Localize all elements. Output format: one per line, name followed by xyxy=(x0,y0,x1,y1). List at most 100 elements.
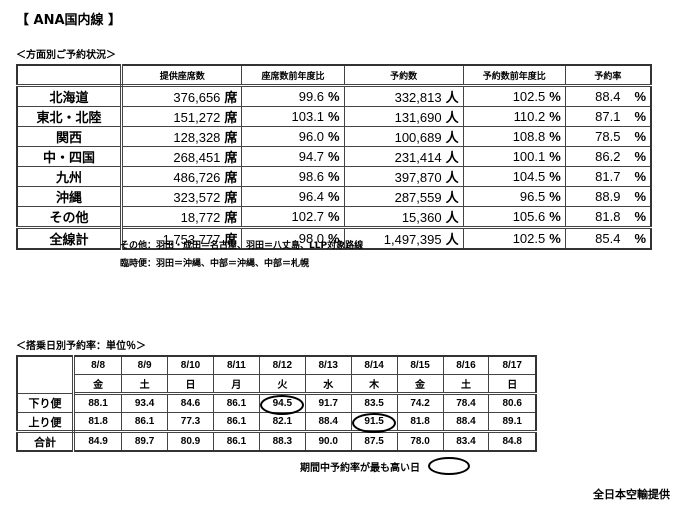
date-cell: 8/8 xyxy=(72,355,123,375)
value: 98.6 xyxy=(298,169,325,184)
value: 83.4 xyxy=(456,436,476,447)
unit: 人 xyxy=(445,150,459,165)
rate-cell: 84.8 xyxy=(488,431,537,452)
value: 397,870 xyxy=(394,170,442,185)
daily-booking-rate-table: 8/8 8/9 8/10 8/11 8/12 8/13 8/14 8/15 8/16 8/17 金土… xyxy=(16,355,537,452)
cell-bookings: 15,360 人 xyxy=(343,206,464,228)
value: 104.5 xyxy=(512,169,546,184)
value: 84.6 xyxy=(180,398,201,409)
value: 89.7 xyxy=(134,436,155,447)
unit: % xyxy=(634,169,646,184)
value: 99.6 xyxy=(298,89,325,104)
value: 102.5 xyxy=(512,231,546,246)
cell-bookings: 332,813 人 xyxy=(343,85,464,107)
region-name: その他 xyxy=(16,206,123,228)
cell-seats: 268,451 席 xyxy=(120,146,243,167)
cell-rate: 86.2% xyxy=(564,146,652,167)
cell-seat_yoy: 98.0% xyxy=(241,226,345,250)
value: 88.4 xyxy=(318,416,338,427)
unit: % xyxy=(328,169,340,184)
value: 84.8 xyxy=(502,436,522,447)
weekday-cell: 土 xyxy=(121,374,169,395)
cell-bookings: 131,690 人 xyxy=(343,106,464,127)
value: 88.9 xyxy=(595,189,621,204)
value: 82.1 xyxy=(272,416,293,427)
rate-cell: 88.1 xyxy=(72,393,123,413)
date-cell: 8/12 xyxy=(258,355,306,375)
value: 376,656 xyxy=(173,90,221,105)
unit: % xyxy=(328,149,340,164)
unit: 席 xyxy=(224,130,238,145)
value: 108.8 xyxy=(512,129,546,144)
value: 81.8 xyxy=(595,209,621,224)
cell-seats: 323,572 席 xyxy=(120,186,243,207)
region-name: 北海道 xyxy=(16,85,123,107)
unit: % xyxy=(328,129,340,144)
unit: 席 xyxy=(224,110,238,125)
value: 80.9 xyxy=(180,436,201,447)
cell-seat_yoy: 94.7% xyxy=(241,146,345,167)
value: 88.4 xyxy=(456,416,476,427)
table-row: 合計 84.9 89.7 80.9 86.1 88.3 90.0 87.5 78.0 83.4 84… xyxy=(16,431,537,452)
table-row: 全線計 1,753,777 席 98.0% 1,497,395 人 102.5% 85.4% xyxy=(16,226,652,250)
rate-cell: 81.8 xyxy=(396,412,444,433)
unit: 席 xyxy=(224,150,238,165)
cell-book_yoy: 105.6% xyxy=(462,206,566,228)
unit: % xyxy=(634,189,646,204)
unit: 席 xyxy=(224,90,238,105)
rate-cell: 86.1 xyxy=(212,393,260,413)
unit: 人 xyxy=(445,90,459,105)
weekday-cell: 日 xyxy=(167,374,214,395)
date-cell: 8/11 xyxy=(212,355,260,375)
value: 86.1 xyxy=(226,398,247,409)
value: 83.5 xyxy=(364,398,384,409)
date-cell: 8/10 xyxy=(167,355,214,375)
row-label: 合計 xyxy=(16,431,75,452)
weekday-cell: 金 xyxy=(72,374,123,395)
cell-bookings: 231,414 人 xyxy=(343,146,464,167)
value: 78.4 xyxy=(456,398,476,409)
rate-cell: 80.6 xyxy=(488,393,537,413)
cell-book_yoy: 96.5% xyxy=(462,186,566,207)
value: 81.8 xyxy=(410,416,430,427)
note-extra-flights: 臨時便：羽田＝沖縄、中部＝沖縄、中部＝札幌 xyxy=(120,259,310,269)
table-row: 九州 486,726 席 98.6% 397,870 人 104.5% 81.7% xyxy=(16,166,652,187)
region-name: 東北・北陸 xyxy=(16,106,123,127)
rate-cell: 89.1 xyxy=(488,412,537,433)
legend: 期間中予約率が最も高い日 xyxy=(300,457,470,475)
value: 128,328 xyxy=(173,130,221,145)
rate-cell: 88.4 xyxy=(442,412,490,433)
weekday-cell: 土 xyxy=(442,374,490,395)
cell-rate: 81.7% xyxy=(564,166,652,187)
table-row: その他 18,772 席 102.7% 15,360 人 105.6% 81.8% xyxy=(16,206,652,228)
unit: 席 xyxy=(224,210,238,225)
section1-subtitle: ＜方面別ご予約状況＞ xyxy=(16,50,116,61)
cell-bookings: 100,689 人 xyxy=(343,126,464,147)
table-row: 上り便 81.8 86.1 77.3 86.1 82.1 88.4 91.5 81.8 88.4 8… xyxy=(16,412,537,433)
cell-seat_yoy: 103.1% xyxy=(241,106,345,127)
column-header: 予約数 xyxy=(343,64,464,87)
value: 88.4 xyxy=(595,89,621,104)
value: 102.5 xyxy=(512,89,546,104)
value: 87.5 xyxy=(364,436,384,447)
cell-seats: 486,726 席 xyxy=(120,166,243,187)
table-row: 東北・北陸 151,272 席 103.1% 131,690 人 110.2% 87.1% xyxy=(16,106,652,127)
cell-rate: 81.8% xyxy=(564,206,652,228)
value: 98.0 xyxy=(298,231,325,246)
value: 110.2 xyxy=(513,109,546,124)
rate-cell: 94.5 xyxy=(258,393,306,415)
rate-cell: 88.4 xyxy=(304,412,352,433)
table-row: 中・四国 268,451 席 94.7% 231,414 人 100.1% 86.2% xyxy=(16,146,652,167)
date-cell: 8/16 xyxy=(442,355,490,375)
rate-cell: 91.7 xyxy=(304,393,352,413)
cell-rate: 88.4% xyxy=(564,85,652,107)
unit: 人 xyxy=(445,210,459,225)
cell-seats: 376,656 席 xyxy=(120,85,243,107)
value: 268,451 xyxy=(173,150,221,165)
unit: % xyxy=(549,129,561,144)
date-cell: 8/15 xyxy=(396,355,444,375)
value: 332,813 xyxy=(394,90,442,105)
unit: 人 xyxy=(445,170,459,185)
value: 1,497,395 xyxy=(383,232,442,247)
cell-book_yoy: 102.5% xyxy=(462,85,566,107)
